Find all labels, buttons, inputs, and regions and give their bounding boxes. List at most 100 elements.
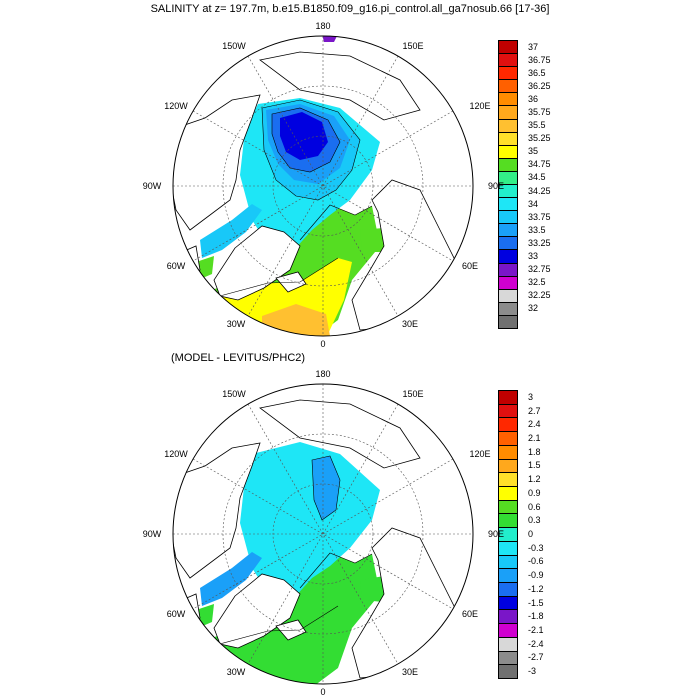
longitude-label: 30W: [226, 319, 246, 329]
colorbar-swatch: [498, 554, 518, 570]
colorbar-label: 32: [528, 303, 539, 314]
colorbar-label: 2.1: [528, 433, 541, 443]
colorbar-swatch: [498, 223, 518, 238]
colorbar-swatch: [498, 79, 518, 94]
colorbar-swatch: [498, 431, 518, 446]
longitude-label: 120E: [469, 101, 491, 111]
colorbar-swatch: [498, 582, 518, 597]
colorbar-swatch: [498, 66, 518, 81]
longitude-label: 150W: [222, 389, 246, 399]
colorbar-swatch: [498, 301, 518, 316]
colorbar-label: 1.5: [528, 460, 541, 471]
colorbar-label: 1.2: [528, 474, 541, 485]
panel-1-title: SALINITY at z= 197.7m, b.e15.B1850.f09_g…: [150, 3, 550, 15]
colorbar-label: 0.9: [528, 487, 541, 498]
colorbar-swatch: [498, 390, 518, 405]
colorbar-swatch: [498, 609, 518, 625]
colorbar-label: -0.9: [528, 570, 544, 581]
colorbar-swatch: [498, 664, 518, 679]
colorbar-label: -2.4: [528, 638, 544, 649]
longitude-label: 0: [320, 339, 326, 349]
longitude-label: 180: [315, 369, 331, 379]
colorbar-label: 32.25: [528, 290, 551, 301]
colorbar-swatch: [498, 314, 518, 329]
longitude-label: 30E: [401, 667, 419, 677]
colorbar-swatch: [498, 197, 518, 212]
colorbar-label: -3: [528, 666, 537, 677]
longitude-label: 90W: [142, 529, 162, 539]
colorbar-label: 36: [528, 93, 539, 104]
colorbar-swatch: [498, 275, 518, 290]
colorbar-label: -0.6: [528, 556, 544, 567]
colorbar-swatch: [498, 262, 518, 277]
colorbar-label: -2.7: [528, 652, 544, 663]
colorbar-label: 33.75: [528, 211, 551, 222]
colorbar-label: -1.2: [528, 583, 544, 594]
colorbar-swatch: [498, 486, 518, 501]
colorbar-label: 2.4: [528, 419, 541, 430]
colorbar-label: 0.6: [528, 501, 541, 512]
colorbar-swatch: [498, 513, 518, 529]
colorbar-label: 35: [528, 146, 539, 157]
colorbar-label: -2.1: [528, 625, 544, 635]
longitude-label: 90E: [487, 181, 505, 191]
longitude-label: 90W: [142, 181, 162, 191]
colorbar-swatch: [498, 417, 518, 433]
colorbar-label: 33.5: [528, 224, 546, 235]
longitude-label: 60E: [461, 609, 479, 619]
colorbar-swatch: [498, 444, 518, 460]
longitude-label: 150E: [402, 41, 424, 51]
colorbar-swatch: [498, 288, 518, 303]
colorbar-label: 32.5: [528, 277, 546, 288]
colorbar-label: 2.7: [528, 405, 541, 416]
colorbar-swatch: [498, 92, 518, 107]
colorbar-label: -1.8: [528, 611, 544, 622]
colorbar-swatch: [498, 118, 518, 133]
longitude-label: 60E: [461, 261, 479, 271]
colorbar-label: 34.25: [528, 185, 551, 196]
colorbar-label: 35.75: [528, 107, 551, 117]
colorbar-swatch: [498, 540, 518, 556]
colorbar-swatch: [498, 472, 518, 487]
salinity-map: [172, 35, 474, 337]
colorbar-swatch: [498, 568, 518, 583]
colorbar-label: 32.75: [528, 264, 551, 275]
panel-2-title: (MODEL - LEVITUS/PHC2): [171, 352, 306, 364]
longitude-label: 0: [320, 687, 326, 697]
colorbar-label: 1.8: [528, 446, 541, 457]
colorbar-label: 0.3: [528, 515, 541, 526]
colorbar-swatch: [498, 210, 518, 225]
colorbar-swatch: [498, 499, 518, 515]
colorbar-swatch: [498, 105, 518, 120]
longitude-label: 30E: [401, 319, 419, 329]
colorbar-label: 3: [528, 391, 534, 402]
colorbar-label: 35.25: [528, 133, 551, 144]
colorbar-swatch: [498, 636, 518, 652]
colorbar-label: 37: [528, 41, 539, 52]
colorbar-swatch: [498, 595, 518, 611]
longitude-label: 90E: [487, 529, 505, 539]
longitude-label: 30W: [226, 667, 246, 677]
colorbar-swatch: [498, 650, 518, 666]
colorbar-swatch: [498, 157, 518, 172]
longitude-label: 120E: [469, 449, 491, 459]
colorbar-swatch: [498, 40, 518, 55]
colorbar-label: 34.5: [528, 172, 546, 183]
colorbar-label: 34: [528, 198, 539, 209]
colorbar-swatch: [498, 403, 518, 419]
colorbar-swatch: [498, 236, 518, 251]
difference-colorbar: 3 2.7 2.4 2.1 1.8 1.5 1.2 0.9 0.6 0.3 0 -0.3 -0.6 -0.…: [498, 390, 544, 679]
colorbar-label: -0.3: [528, 542, 544, 553]
colorbar-label: 33: [528, 251, 539, 261]
longitude-label: 60W: [166, 609, 186, 619]
longitude-label: 180: [315, 21, 331, 31]
longitude-label: 120W: [164, 449, 188, 459]
difference-map: [172, 383, 474, 685]
colorbar-swatch: [498, 623, 518, 638]
salinity-colorbar: 37 36.75 36.5 36.25 36 35.75 35.5 35.25 35 34.75 3…: [498, 40, 551, 329]
colorbar-swatch: [498, 144, 518, 159]
longitude-label: 150W: [222, 41, 246, 51]
colorbar-label: 36.5: [528, 67, 546, 78]
colorbar-label: 33.25: [528, 237, 551, 248]
